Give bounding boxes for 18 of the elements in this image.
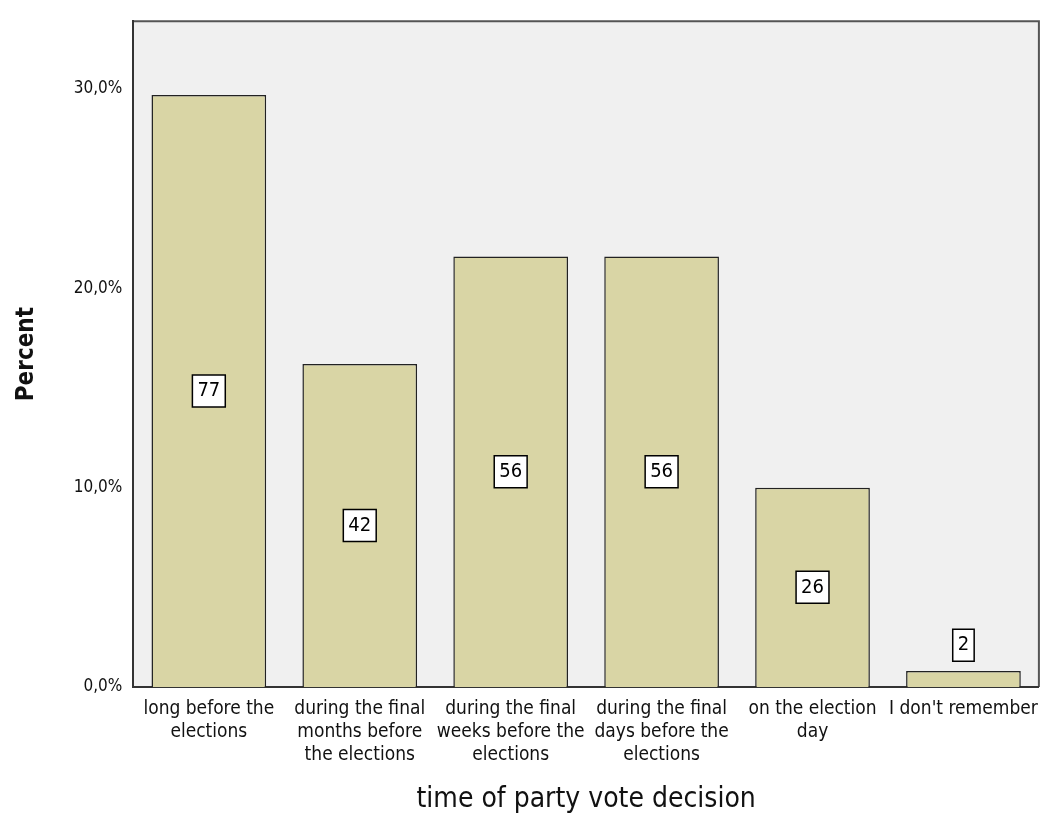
- annotation: 26: [801, 573, 824, 598]
- annotation: 42: [348, 511, 372, 536]
- y-tick-label: 0,0%: [83, 675, 123, 696]
- annotation: 56: [499, 457, 523, 482]
- y-tick-label: 10,0%: [73, 476, 123, 497]
- x-tick-label: during the final weeks before the elections: [436, 696, 585, 764]
- x-tick-label: I don't remember: [889, 696, 1039, 719]
- x-tick-label: long before the elections: [143, 696, 275, 742]
- y-tick-label: 20,0%: [73, 276, 123, 297]
- x-tick-label: on the election day: [748, 696, 877, 742]
- x-tick-label: during the final months before the elections: [294, 696, 426, 764]
- annotation: 77: [197, 377, 221, 402]
- y-axis-title: Percent: [10, 306, 39, 402]
- x-tick-label: during the final days before the elections: [594, 696, 729, 764]
- y-tick-label: 30,0%: [73, 77, 123, 98]
- annotation: 56: [650, 457, 674, 482]
- x-axis-title: time of party vote decision: [416, 781, 756, 815]
- annotation: 2: [957, 631, 970, 656]
